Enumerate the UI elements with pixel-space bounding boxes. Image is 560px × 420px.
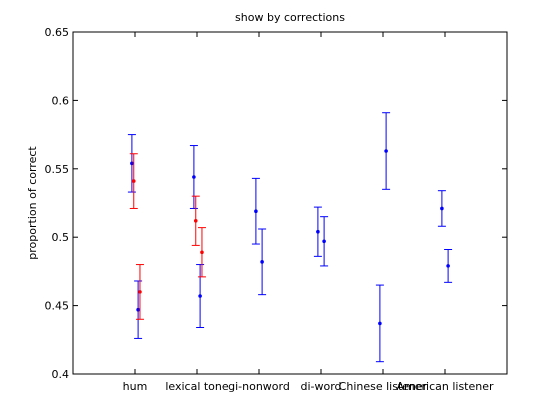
x-tick-label: American listener xyxy=(396,380,494,393)
y-axis: 0.4 0.45 0.5 0.55 0.6 0.65 xyxy=(45,26,507,381)
data-point xyxy=(198,294,202,298)
plot-area-frame xyxy=(72,31,508,375)
series-0 xyxy=(127,112,453,363)
y-tick-label: 0.6 xyxy=(52,94,70,107)
data-point xyxy=(378,321,382,326)
data-point xyxy=(384,149,388,153)
data-point xyxy=(130,161,134,166)
data-point xyxy=(131,179,136,183)
data-point xyxy=(260,260,264,264)
data-point xyxy=(193,218,198,223)
x-tick-label: lexical tone xyxy=(165,380,229,393)
data-point xyxy=(446,264,450,268)
data-point xyxy=(322,239,326,244)
x-tick-label: Chinese listener xyxy=(339,380,428,393)
x-tick-label: gi-nonword xyxy=(228,380,290,393)
y-tick-label: 0.45 xyxy=(45,300,70,313)
data-point xyxy=(192,175,196,179)
data-point xyxy=(316,229,320,234)
x-tick-label: hum xyxy=(123,380,148,393)
data-point xyxy=(136,307,140,312)
chart-title: show by corrections xyxy=(235,11,345,24)
data-point xyxy=(138,290,142,294)
series-1 xyxy=(129,153,206,320)
y-tick-label: 0.65 xyxy=(45,26,70,39)
y-tick-label: 0.5 xyxy=(52,231,70,244)
x-axis: hum lexical tone gi-nonword di-wordChinese … xyxy=(123,32,494,393)
y-axis-label: proportion of correct xyxy=(26,146,39,260)
x-tick-label: di-word xyxy=(300,380,341,393)
y-tick-label: 0.4 xyxy=(52,368,70,381)
y-tick-label: 0.55 xyxy=(45,163,70,176)
data-point xyxy=(254,209,258,214)
data-point xyxy=(440,206,444,211)
data-series xyxy=(127,112,453,363)
data-point xyxy=(200,250,204,255)
